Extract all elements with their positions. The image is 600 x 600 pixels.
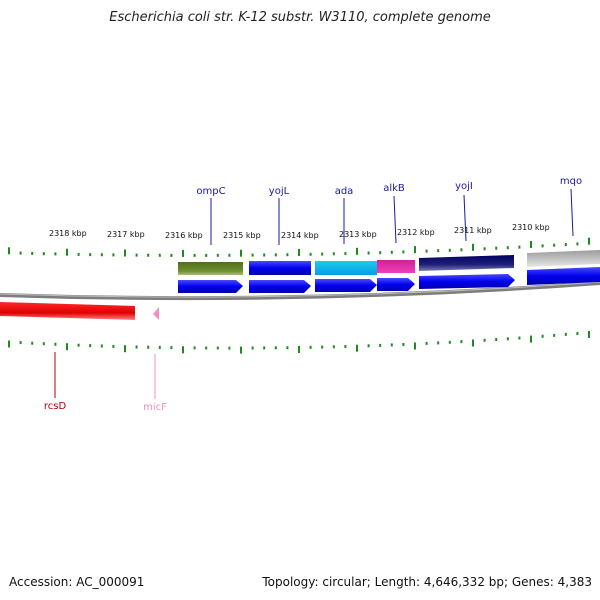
topology-label: Topology: circular; Length: 4,646,332 bp… bbox=[262, 575, 592, 589]
map-title: Escherichia coli str. K-12 substr. W3110… bbox=[109, 10, 491, 25]
scale-label-2317: 2317 kbp bbox=[107, 230, 145, 239]
gene-label-yojL[interactable]: yojL bbox=[269, 186, 290, 197]
feature-ompC-upper[interactable] bbox=[178, 262, 243, 275]
feature-rcsD[interactable] bbox=[0, 302, 135, 320]
scale-ticks-top bbox=[8, 237, 590, 257]
gene-label-rcsD[interactable]: rcsD bbox=[44, 401, 67, 412]
feature-alkB-upper[interactable] bbox=[377, 260, 415, 273]
accession-label: Accession: AC_000091 bbox=[9, 575, 145, 589]
cds-arrow-yojL[interactable] bbox=[249, 280, 311, 293]
cds-arrow-yojI[interactable] bbox=[419, 274, 515, 289]
scale-label-2315: 2315 kbp bbox=[223, 231, 261, 240]
scale-label-2318: 2318 kbp bbox=[49, 229, 87, 238]
feature-micF[interactable] bbox=[153, 307, 159, 320]
scale-ticks-bottom bbox=[8, 331, 590, 354]
genome-backbone bbox=[0, 281, 600, 301]
scale-label-2313: 2313 kbp bbox=[339, 230, 377, 239]
scale-label-2310: 2310 kbp bbox=[512, 223, 550, 232]
genome-backbone-highlight bbox=[0, 281, 600, 298]
feature-yojL-upper[interactable] bbox=[249, 261, 311, 275]
gene-label-yojI[interactable]: yojI bbox=[455, 181, 473, 192]
feature-ada-upper[interactable] bbox=[315, 261, 377, 275]
gene-label-ada[interactable]: ada bbox=[335, 186, 354, 197]
cds-arrow-ompC[interactable] bbox=[178, 280, 243, 293]
cds-arrow-alkB[interactable] bbox=[377, 278, 415, 291]
scale-label-2314: 2314 kbp bbox=[281, 231, 319, 240]
scale-label-2316: 2316 kbp bbox=[165, 231, 203, 240]
scale-label-2312: 2312 kbp bbox=[397, 228, 435, 237]
gene-label-ompC[interactable]: ompC bbox=[196, 186, 225, 197]
gene-label-mqo[interactable]: mqo bbox=[560, 176, 582, 187]
gene-label-alkB[interactable]: alkB bbox=[383, 183, 405, 194]
gene-label-micF[interactable]: micF bbox=[143, 402, 167, 413]
scale-label-2311: 2311 kbp bbox=[454, 226, 492, 235]
feature-mqo-upper[interactable] bbox=[527, 250, 600, 267]
feature-yojI-upper[interactable] bbox=[419, 255, 514, 271]
leader-line-mqo bbox=[570, 188, 574, 237]
cds-arrow-mqo[interactable] bbox=[527, 267, 600, 285]
cds-arrow-ada[interactable] bbox=[315, 279, 377, 292]
leader-line-yojI bbox=[463, 194, 467, 242]
leader-line-alkB bbox=[393, 195, 397, 244]
